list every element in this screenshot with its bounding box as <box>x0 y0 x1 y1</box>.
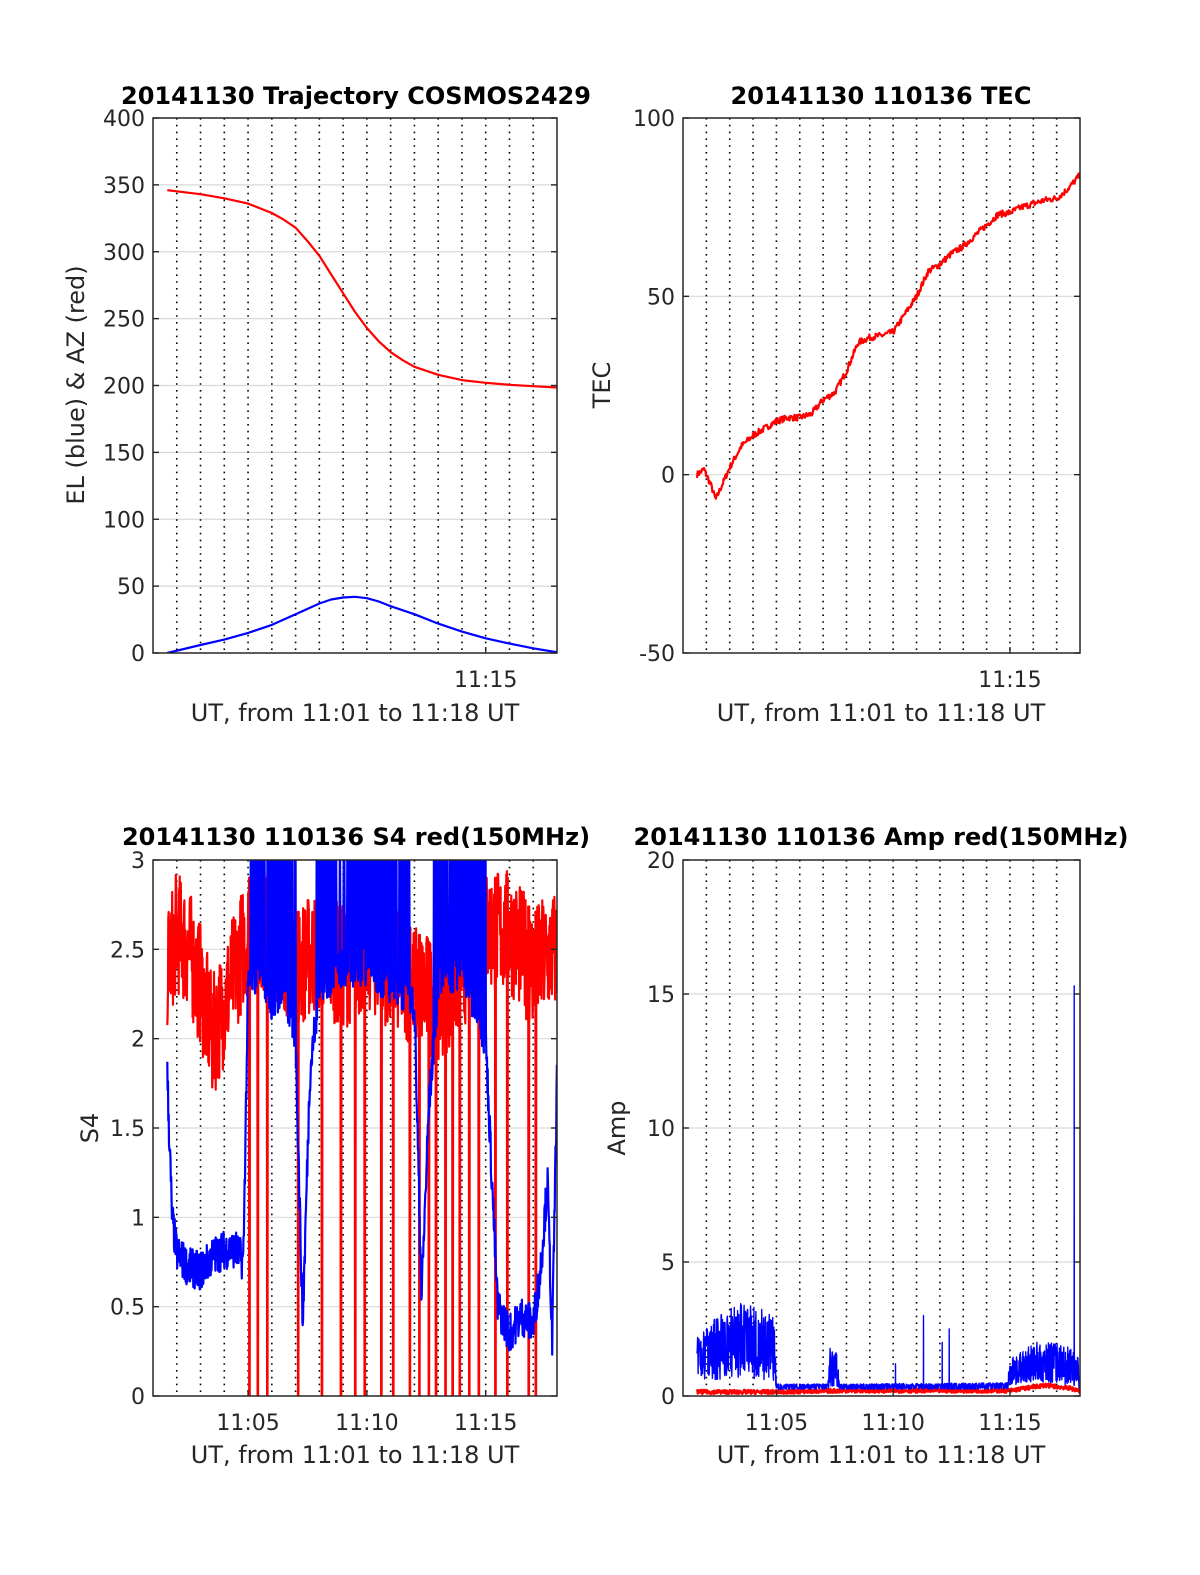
chart-title: 20141130 110136 TEC <box>731 82 1032 110</box>
y-tick-label: 400 <box>103 107 145 132</box>
series-line <box>695 172 1080 500</box>
y-tick-label: 3 <box>131 849 145 874</box>
chart-tec: 20141130 110136 TEC -50 0 50 100 11:15 UT, f… <box>588 82 1081 727</box>
chart-s4: 20141130 110136 S4 red(150MHz) 0 0.5 1 1.5 2… <box>76 823 590 1469</box>
series-line <box>167 595 557 653</box>
y-tick-label: 0 <box>661 464 675 489</box>
y-tick-label: 100 <box>103 508 145 533</box>
y-tick-label: 5 <box>661 1251 675 1276</box>
x-axis-label: UT, from 11:01 to 11:18 UT <box>191 699 520 727</box>
x-tick-label: 11:15 <box>978 1411 1041 1436</box>
x-axis-label: UT, from 11:01 to 11:18 UT <box>717 1441 1046 1469</box>
chart-amp: 20141130 110136 Amp red(150MHz) 0 5 10 15 20… <box>603 823 1128 1469</box>
series-line <box>696 985 1080 1390</box>
x-axis-label: UT, from 11:01 to 11:18 UT <box>717 699 1046 727</box>
series-line <box>695 1382 1080 1396</box>
y-tick-label: 0 <box>661 1385 675 1410</box>
y-axis-label: EL (blue) & AZ (red) <box>62 265 90 504</box>
y-tick-label: 10 <box>647 1117 675 1142</box>
y-tick-label: 1 <box>131 1206 145 1231</box>
chart-title: 20141130 110136 S4 red(150MHz) <box>122 823 590 851</box>
x-tick-label: 11:15 <box>454 1411 517 1436</box>
y-tick-label: 0.5 <box>110 1296 145 1321</box>
series-line <box>167 189 557 389</box>
x-tick-label: 11:10 <box>861 1411 924 1436</box>
y-tick-label: 300 <box>103 241 145 266</box>
chart-title: 20141130 110136 Amp red(150MHz) <box>634 823 1129 851</box>
y-tick-label: 1.5 <box>110 1117 145 1142</box>
y-axis-label: Amp <box>603 1100 631 1155</box>
y-tick-label: 0 <box>131 1385 145 1410</box>
y-tick-label: 50 <box>117 575 145 600</box>
y-axis-label: S4 <box>76 1113 104 1144</box>
x-tick-label: 11:05 <box>745 1411 808 1436</box>
chart-trajectory: 20141130 Trajectory COSMOS2429 0 50 100 150… <box>62 82 591 727</box>
series-line <box>166 860 557 1356</box>
x-tick-label: 11:10 <box>335 1411 398 1436</box>
y-axis-label: TEC <box>588 362 616 410</box>
y-tick-label: 350 <box>103 174 145 199</box>
y-tick-label: 100 <box>633 107 675 132</box>
axes-frame <box>682 117 1081 654</box>
y-tick-label: 0 <box>131 642 145 667</box>
y-tick-label: -50 <box>639 642 675 667</box>
x-axis-label: UT, from 11:01 to 11:18 UT <box>191 1441 520 1469</box>
x-tick-label: 11:15 <box>454 668 517 693</box>
y-tick-label: 2 <box>131 1028 145 1053</box>
y-tick-label: 2.5 <box>110 938 145 963</box>
y-tick-label: 20 <box>647 849 675 874</box>
y-tick-label: 50 <box>647 285 675 310</box>
chart-title: 20141130 Trajectory COSMOS2429 <box>121 82 591 110</box>
y-tick-label: 15 <box>647 983 675 1008</box>
x-tick-label: 11:05 <box>216 1411 279 1436</box>
y-tick-label: 150 <box>103 441 145 466</box>
y-tick-label: 200 <box>103 375 145 400</box>
x-tick-label: 11:15 <box>978 668 1041 693</box>
y-tick-label: 250 <box>103 308 145 333</box>
